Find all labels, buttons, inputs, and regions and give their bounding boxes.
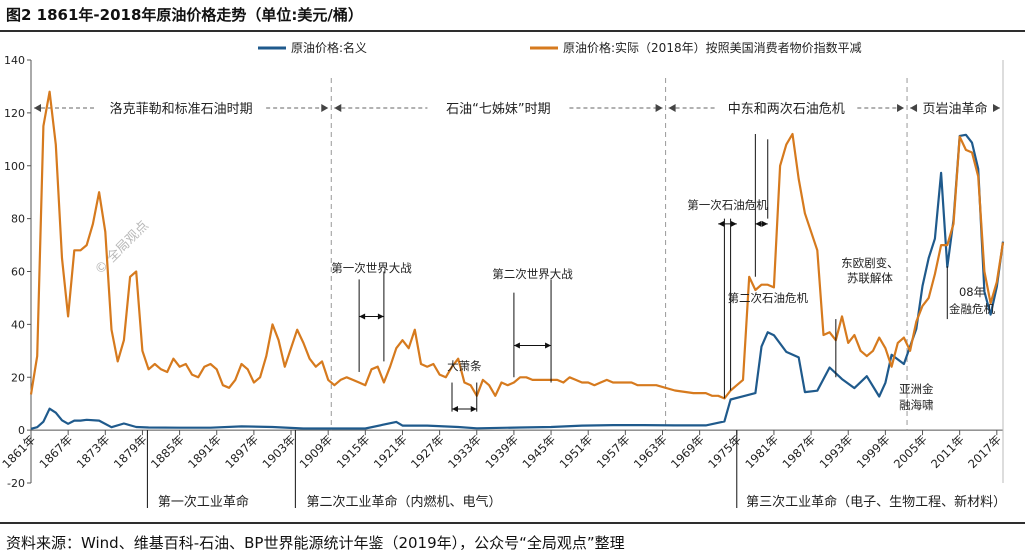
x-tick-label: 2005年 xyxy=(891,432,930,471)
x-tick-label: 1975年 xyxy=(705,432,744,471)
x-tick-label: 1915年 xyxy=(334,432,373,471)
y-tick-label: 60 xyxy=(11,266,25,279)
y-tick-label: 100 xyxy=(4,160,25,173)
source-divider xyxy=(0,522,1025,524)
depression-span-head xyxy=(470,405,477,412)
period-arrowhead xyxy=(655,104,663,112)
depression-label: 大萧条 xyxy=(447,359,482,373)
oil-crisis-1-span-head xyxy=(730,220,737,227)
x-tick-label: 1951年 xyxy=(557,432,596,471)
ww1-label: 第一次世界大战 xyxy=(331,261,412,275)
asian-crisis-label: 亚洲金 xyxy=(899,382,934,396)
revolution-label: 第三次工业革命（电子、生物工程、新材料） xyxy=(746,494,1006,510)
revolution-label: 第一次工业革命 xyxy=(158,494,249,510)
period-arrowhead xyxy=(910,104,918,112)
x-tick-label: 1897年 xyxy=(222,432,261,471)
period-label: 洛克菲勒和标准石油时期 xyxy=(110,102,253,117)
ww1-span-head xyxy=(377,313,384,320)
x-tick-label: 1939年 xyxy=(482,432,521,471)
series-line-real xyxy=(29,90,1005,400)
y-tick-label: 120 xyxy=(4,107,25,120)
x-tick-label: 1969年 xyxy=(668,432,707,471)
x-tick-label: 1987年 xyxy=(779,432,818,471)
oil-crisis-2-span-head xyxy=(761,220,768,227)
oil-price-chart: © 全局观点-200204060801001201401861年1867年187… xyxy=(0,40,1006,510)
x-tick-label: 1957年 xyxy=(594,432,633,471)
period-arrowhead xyxy=(321,104,329,112)
x-tick-label: 1945年 xyxy=(519,432,558,471)
x-tick-label: 1981年 xyxy=(742,432,781,471)
period-label: 中东和两次石油危机 xyxy=(728,101,845,117)
period-label: 石油“七姊妹”时期 xyxy=(446,102,550,117)
x-tick-label: 1921年 xyxy=(371,432,410,471)
x-tick-label: 1927年 xyxy=(408,432,447,471)
source-note: 资料来源：Wind、维基百科-石油、BP世界能源统计年鉴（2019年），公众号“… xyxy=(6,534,625,552)
soviet-label: 东欧剧变、 xyxy=(841,256,899,270)
ww2-label: 第二次世界大战 xyxy=(492,267,573,281)
x-tick-label: 1873年 xyxy=(74,432,113,471)
y-tick-label: -20 xyxy=(7,477,25,490)
oil-crisis-2-label: 第二次石油危机 xyxy=(727,291,808,305)
y-tick-label: 140 xyxy=(4,54,25,67)
x-tick-label: 1891年 xyxy=(185,432,224,471)
x-tick-label: 1879年 xyxy=(111,432,150,471)
x-tick-label: 1933年 xyxy=(445,432,484,471)
y-tick-label: 0 xyxy=(18,424,25,437)
y-tick-label: 20 xyxy=(11,371,25,384)
ww2-span-head xyxy=(545,342,552,349)
revolution-label: 第二次工业革命（内燃机、电气） xyxy=(307,494,502,510)
period-label: 页岩油革命 xyxy=(923,101,988,117)
period-arrowhead xyxy=(993,104,1000,112)
x-tick-label: 1885年 xyxy=(148,432,187,471)
page-title: 图2 1861年-2018年原油价格走势（单位:美元/桶） xyxy=(6,6,363,24)
ww1-span-head xyxy=(359,313,366,320)
soviet-label: 苏联解体 xyxy=(847,271,893,285)
period-arrowhead xyxy=(668,104,676,112)
series-line-nominal xyxy=(30,133,1005,430)
watermark: © 全局观点 xyxy=(92,218,152,278)
y-tick-label: 80 xyxy=(11,213,25,226)
gfc-label: 08年 xyxy=(959,285,985,299)
x-tick-label: 1867年 xyxy=(37,432,76,471)
period-arrowhead xyxy=(334,104,342,112)
x-tick-label: 1963年 xyxy=(631,432,670,471)
x-tick-label: 2011年 xyxy=(928,432,967,471)
legend-label-real: 原油价格:实际（2018年）按照美国消费者物价指数平减 xyxy=(563,40,862,55)
x-tick-label: 1999年 xyxy=(854,432,893,471)
ww2-span-head xyxy=(513,342,520,349)
period-arrowhead xyxy=(34,104,41,112)
gfc-label: 金融危机 xyxy=(949,302,995,316)
asian-crisis-label: 融海啸 xyxy=(899,398,934,412)
x-tick-label: 1903年 xyxy=(259,432,298,471)
oil-crisis-1-span-head xyxy=(718,220,725,227)
title-divider xyxy=(0,30,1025,32)
oil-crisis-1-label: 第一次石油危机 xyxy=(687,198,768,212)
period-arrowhead xyxy=(897,104,905,112)
x-tick-label: 1993年 xyxy=(817,432,856,471)
x-tick-label: 1861年 xyxy=(0,432,38,471)
oil-crisis-2-span-head xyxy=(755,220,762,227)
x-tick-label: 2017年 xyxy=(965,432,1004,471)
depression-span-head xyxy=(451,405,458,412)
y-tick-label: 40 xyxy=(11,318,25,331)
legend-label-nominal: 原油价格:名义 xyxy=(291,40,367,55)
x-tick-label: 1909年 xyxy=(297,432,336,471)
